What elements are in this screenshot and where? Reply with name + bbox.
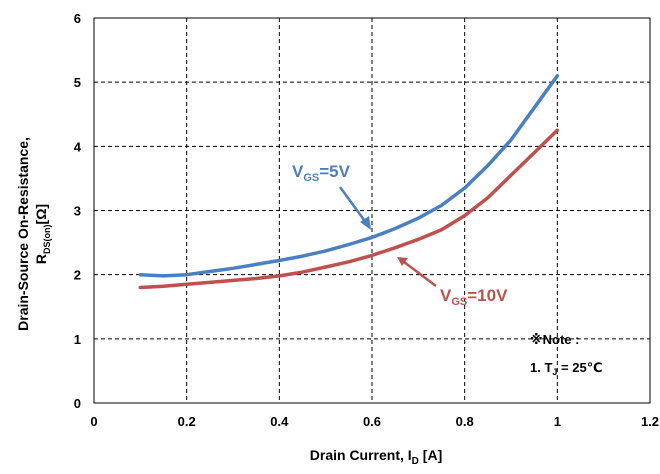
- series-layer: [138, 74, 560, 290]
- x-axis-title: Drain Current, ID [A]: [310, 447, 442, 467]
- series-label-vgs-10v: VGS=10V: [440, 286, 508, 308]
- y-axis-title-line2: RDS(on)[Ω]: [33, 204, 52, 264]
- y-axis-title: Drain-Source On-Resistance, RDS(on)[Ω]: [15, 137, 52, 331]
- y-tick-label: 0: [74, 396, 81, 411]
- series-line-vgs-10v: [138, 128, 560, 290]
- series-line-vgs-5v: [138, 74, 560, 278]
- y-tick-label: 3: [74, 204, 81, 219]
- y-tick-label: 4: [74, 139, 82, 154]
- arrow-5v: [338, 186, 371, 230]
- y-axis-title-line1: Drain-Source On-Resistance,: [15, 137, 31, 331]
- arrow-10v: [397, 257, 437, 287]
- x-tick-label: 0.4: [270, 414, 289, 429]
- x-tick-label: 0.2: [178, 414, 196, 429]
- x-tick-label: 0: [90, 414, 97, 429]
- x-tick-label: 1.2: [641, 414, 659, 429]
- tick-labels: 0 0.2 0.4 0.6 0.8 1 1.2 0 1 2 3 4 5 6: [74, 11, 659, 429]
- y-tick-label: 2: [74, 268, 81, 283]
- y-tick-label: 5: [74, 75, 81, 90]
- y-tick-label: 1: [74, 332, 81, 347]
- series-label-vgs-5v: VGS=5V: [292, 162, 351, 184]
- plot-frame: [93, 17, 651, 404]
- x-tick-label: 1: [554, 414, 561, 429]
- y-tick-label: 6: [74, 11, 81, 26]
- x-tick-label: 0.8: [456, 414, 474, 429]
- note-title: ※Note :: [530, 332, 579, 347]
- x-tick-label: 0.6: [363, 414, 381, 429]
- note-line: 1. TJ = 25℃: [530, 360, 602, 377]
